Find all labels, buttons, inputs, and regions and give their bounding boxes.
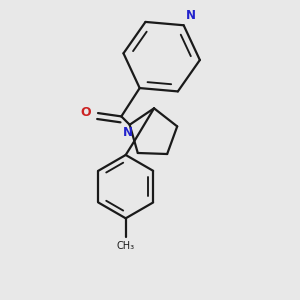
Text: N: N [123, 126, 133, 140]
Text: CH₃: CH₃ [117, 241, 135, 250]
Text: O: O [80, 106, 91, 118]
Text: N: N [186, 9, 196, 22]
